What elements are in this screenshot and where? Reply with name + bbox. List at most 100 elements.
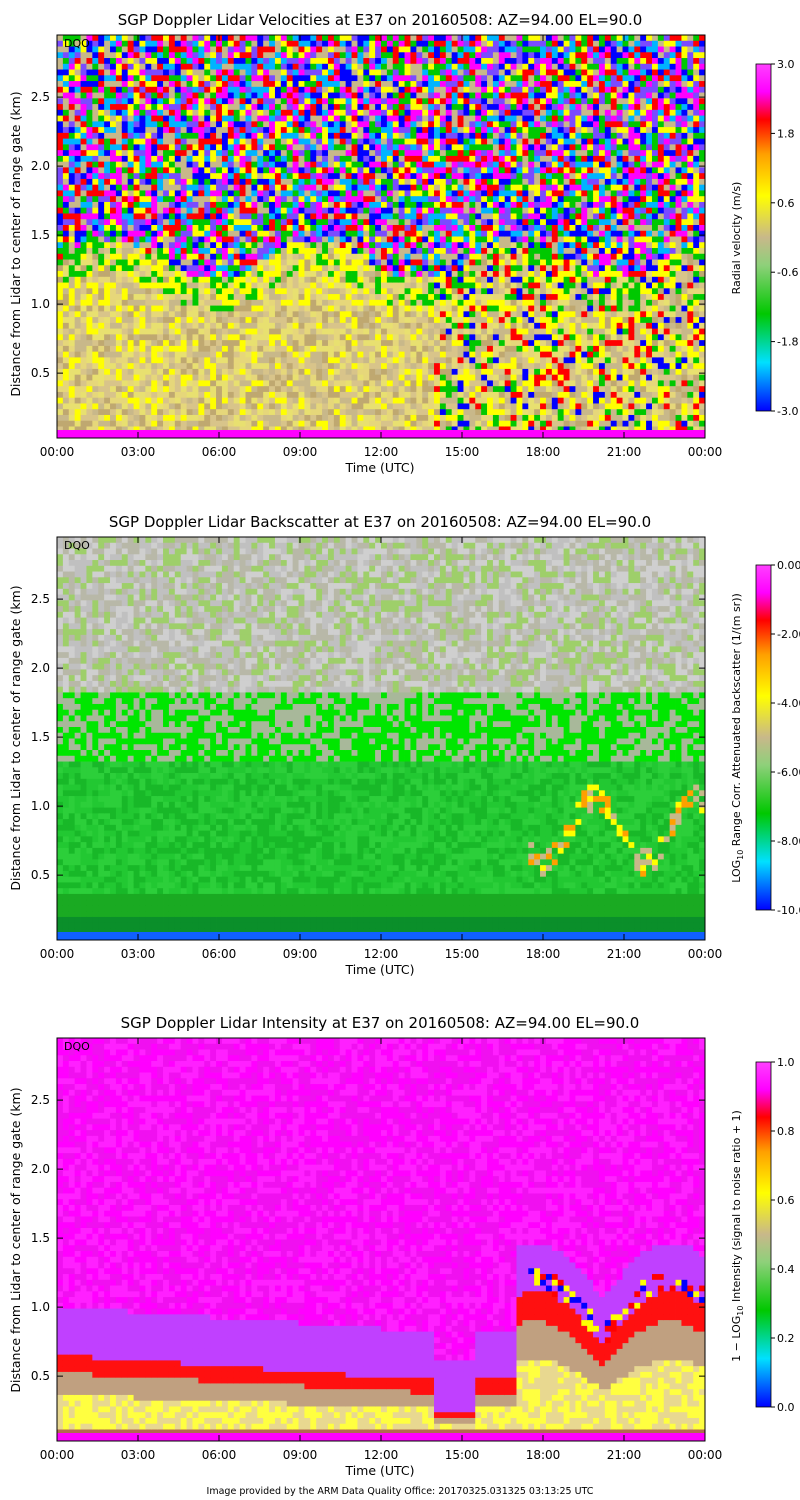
heatmap-cell (310, 368, 317, 376)
heatmap-cell (463, 63, 470, 70)
heatmap-cell (227, 109, 235, 116)
heatmap-cell (204, 58, 211, 65)
heatmap-cell (139, 391, 146, 399)
heatmap-cell (204, 132, 211, 140)
heatmap-cell (80, 242, 87, 249)
heatmap-cell (168, 368, 176, 376)
heatmap-cell (404, 155, 411, 163)
heatmap-cell (157, 374, 164, 381)
heatmap-cell (121, 104, 129, 111)
heatmap-cell (469, 184, 476, 191)
heatmap-cell (168, 265, 176, 272)
heatmap-cell (357, 391, 364, 399)
heatmap-cell (62, 75, 70, 82)
heatmap-cell (475, 92, 482, 99)
heatmap-cell (381, 190, 388, 197)
heatmap-cell (163, 161, 170, 168)
heatmap-cell (439, 397, 447, 404)
heatmap-cell (62, 184, 70, 191)
heatmap-cell (428, 242, 435, 249)
heatmap-cell (316, 46, 323, 53)
heatmap-cell (422, 334, 429, 341)
heatmap-cell (57, 115, 64, 122)
heatmap-cell (216, 317, 223, 324)
heatmap-cell (168, 219, 176, 226)
heatmap-cell (404, 305, 411, 312)
heatmap-cell (68, 161, 76, 168)
heatmap-cell (221, 420, 229, 427)
heatmap-cell (98, 305, 105, 312)
heatmap-cell (180, 328, 187, 335)
heatmap-cell (57, 414, 64, 422)
heatmap-cell (475, 121, 482, 128)
heatmap-cell (298, 69, 305, 76)
heatmap-cell (357, 420, 364, 427)
heatmap-cell (198, 81, 205, 88)
heatmap-cell (139, 219, 146, 226)
heatmap-cell (386, 305, 394, 312)
heatmap-cell (198, 345, 205, 353)
heatmap-cell (204, 236, 211, 243)
heatmap-cell (451, 92, 458, 99)
heatmap-cell (68, 207, 76, 214)
heatmap-cell (57, 201, 64, 209)
heatmap-cell (151, 368, 158, 376)
heatmap-cell (180, 259, 187, 266)
heatmap-cell (198, 138, 205, 145)
heatmap-cell (381, 75, 388, 82)
heatmap-cell (357, 363, 364, 370)
heatmap-cell (104, 190, 111, 197)
heatmap-cell (286, 374, 294, 381)
heatmap-cell (74, 299, 81, 306)
heatmap-cell (439, 334, 447, 341)
heatmap-cell (363, 92, 370, 99)
heatmap-cell (110, 311, 117, 318)
heatmap-cell (316, 363, 323, 370)
heatmap-cell (221, 167, 229, 174)
heatmap-cell (245, 144, 252, 151)
heatmap-cell (386, 374, 394, 381)
heatmap-cell (139, 109, 146, 116)
heatmap-cell (121, 196, 129, 203)
heatmap-cell (86, 201, 93, 209)
heatmap-cell (381, 368, 388, 376)
heatmap-cell (434, 132, 441, 140)
heatmap-cell (322, 334, 329, 341)
heatmap-cell (192, 155, 199, 163)
heatmap-cell (239, 184, 246, 191)
heatmap-cell (227, 271, 235, 278)
heatmap-cell (216, 224, 223, 232)
heatmap-cell (445, 420, 453, 427)
heatmap-cell (339, 35, 347, 42)
heatmap-cell (68, 92, 76, 99)
heatmap-cell (333, 224, 341, 232)
heatmap-cell (428, 92, 435, 99)
heatmap-cell (404, 380, 411, 387)
heatmap-cell (333, 328, 341, 335)
heatmap-cell (92, 357, 99, 364)
heatmap-cell (157, 294, 164, 301)
heatmap-cell (357, 248, 364, 255)
heatmap-cell (457, 351, 464, 358)
heatmap-cell (174, 357, 182, 364)
heatmap-cell (133, 92, 140, 99)
heatmap-cell (216, 121, 223, 128)
heatmap-cell (180, 86, 187, 93)
heatmap-cell (410, 138, 417, 145)
heatmap-cell (251, 328, 258, 335)
heatmap-cell (233, 35, 241, 42)
heatmap-cell (98, 104, 105, 111)
heatmap-cell (204, 69, 211, 76)
heatmap-cell (339, 328, 347, 335)
heatmap-cell (74, 328, 81, 335)
heatmap-cell (74, 409, 81, 416)
heatmap-cell (180, 178, 187, 186)
heatmap-cell (204, 150, 211, 157)
heatmap-cell (115, 391, 123, 399)
heatmap-cell (57, 178, 64, 186)
heatmap-cell (180, 334, 187, 341)
heatmap-cell (369, 98, 376, 105)
heatmap-cell (386, 248, 394, 255)
heatmap-cell (280, 155, 288, 163)
heatmap-cell (98, 92, 105, 99)
